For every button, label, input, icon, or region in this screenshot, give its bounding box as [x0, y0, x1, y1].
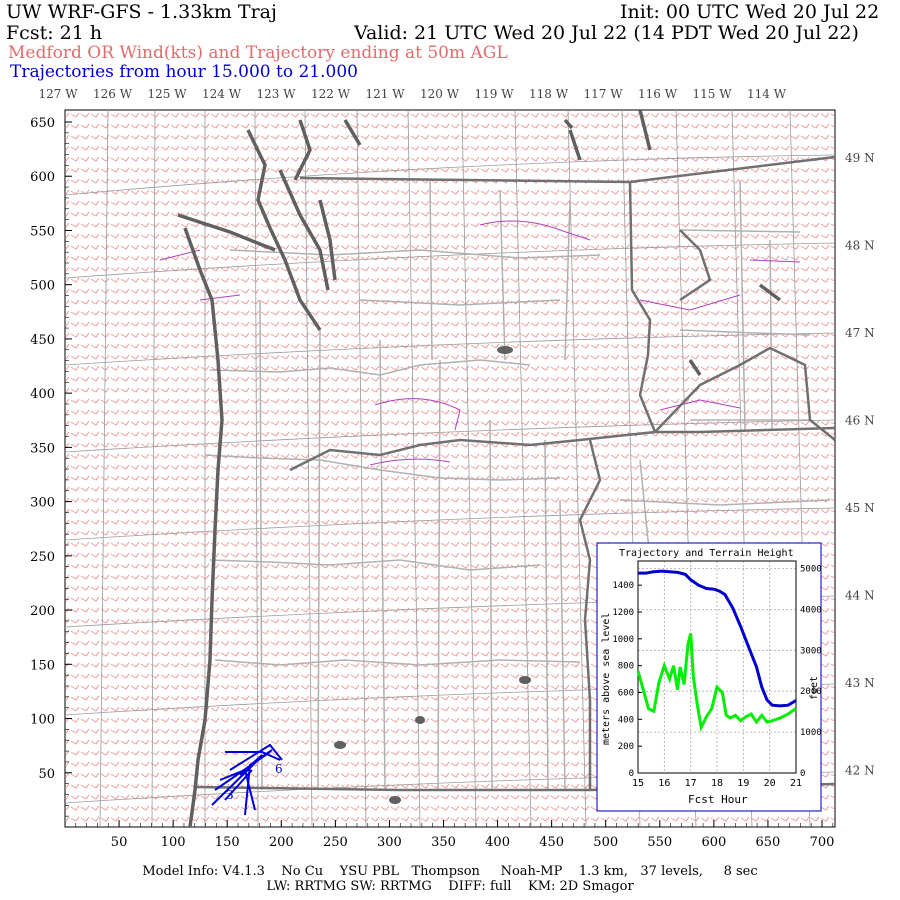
x-tick-label: 100: [161, 835, 186, 850]
lon-label: 125 W: [147, 87, 187, 101]
x-tick-label: 400: [485, 835, 510, 850]
inset-y-tick-label: 0: [629, 769, 634, 779]
inset-y-tick-label: 200: [618, 742, 634, 752]
graticule: [65, 110, 835, 827]
lon-label: 122 W: [311, 87, 351, 101]
y-tick-label: 350: [30, 441, 55, 456]
lon-label: 115 W: [692, 87, 732, 101]
inset-y-right-tick-label: 1000: [800, 728, 822, 738]
inset-chart: Trajectory and Terrain Height 15 16 17 18 19…: [596, 542, 822, 812]
inset-y-tick-label: 400: [618, 715, 634, 725]
y-tick-label: 250: [30, 550, 55, 565]
x-tick-label: 700: [810, 835, 835, 850]
inset-y-tick-label: 1000: [612, 635, 634, 645]
inset-y-right-tick-label: 5000: [800, 565, 822, 575]
x-axis: 50 100 150 200 250 300 350 400 450 500 550 600 650 70…: [75, 820, 835, 850]
inset-y-right-tick-label: 4000: [800, 605, 822, 615]
lon-label: 126 W: [93, 87, 133, 101]
lat-label: 46 N: [845, 414, 875, 428]
x-tick-label: 500: [593, 835, 618, 850]
terrain-height-series: [636, 633, 797, 733]
state-borders: [194, 155, 835, 792]
inset-y-right-tick-label: 0: [800, 769, 805, 779]
lat-label: 47 N: [845, 326, 875, 340]
y-tick-label: 600: [30, 170, 55, 185]
inset-y-tick-label: 1400: [612, 581, 634, 591]
y-tick-label: 150: [30, 658, 55, 673]
y-tick-label: 400: [30, 387, 55, 402]
inset-ylabel-left: meters above sea level: [601, 613, 612, 745]
trajectory-label-6: 6: [275, 762, 283, 776]
y-tick-label: 500: [30, 279, 55, 294]
inset-y-right-tick-label: 3000: [800, 646, 822, 656]
y-tick-label: 100: [30, 713, 55, 728]
latitude-labels: 49 N 48 N 47 N 46 N 45 N 44 N 43 N 42 N: [845, 151, 875, 778]
inset-axes: 15 16 17 18 19 20 2102004006008001000120014000…: [612, 565, 821, 789]
y-tick-label: 200: [30, 604, 55, 619]
inset-x-tick-label: 17: [685, 778, 697, 789]
lon-label: 123 W: [256, 87, 296, 101]
lon-label: 121 W: [365, 87, 405, 101]
x-tick-label: 450: [539, 835, 564, 850]
inset-xlabel: Fcst Hour: [688, 793, 748, 806]
lat-label: 44 N: [845, 589, 875, 603]
coastline: [177, 110, 782, 827]
x-tick-label: 550: [647, 835, 672, 850]
x-tick-label: 650: [756, 835, 781, 850]
inset-x-tick-label: 16: [658, 778, 670, 789]
lon-label: 117 W: [583, 87, 623, 101]
x-tick-label: 350: [431, 835, 456, 850]
lat-label: 42 N: [845, 764, 875, 778]
lon-label: 127 W: [38, 87, 78, 101]
inset-y-tick-label: 600: [618, 688, 634, 698]
init-time: Init: 00 UTC Wed 20 Jul 22: [620, 1, 880, 23]
lon-label: 114 W: [747, 87, 787, 101]
y-tick-label: 50: [38, 767, 55, 782]
y-tick-label: 300: [30, 496, 55, 511]
model-info-line1: Model Info: V4.1.3 No Cu YSU PBL Thompso…: [142, 864, 758, 879]
valid-time: Valid: 21 UTC Wed 20 Jul 22 (14 PDT Wed …: [354, 22, 859, 44]
inset-ylabel-right: feet: [809, 676, 820, 700]
trajectory-label-3: 3: [226, 788, 234, 802]
y-tick-label: 450: [30, 333, 55, 348]
trajectory-height-series: [638, 569, 797, 708]
trajectories: [211, 743, 283, 816]
inset-x-tick-label: 20: [764, 778, 776, 789]
lat-label: 43 N: [845, 676, 875, 690]
inset-x-tick-label: 18: [711, 778, 723, 789]
x-tick-label: 300: [377, 835, 402, 850]
county-borders: [204, 179, 831, 791]
y-tick-label: 550: [30, 224, 55, 239]
lat-label: 49 N: [845, 151, 875, 165]
lon-label: 120 W: [420, 87, 460, 101]
forecast-hour: Fcst: 21 h: [6, 22, 103, 44]
inset-x-tick-label: 21: [790, 778, 802, 789]
lat-label: 48 N: [845, 239, 875, 253]
trajectory-hours: Trajectories from hour 15.000 to 21.000: [10, 62, 358, 82]
map-title: UW WRF-GFS - 1.33km Traj: [6, 1, 277, 23]
lon-label: 116 W: [638, 87, 678, 101]
lon-label: 118 W: [529, 87, 569, 101]
x-tick-label: 250: [323, 835, 348, 850]
inset-y-right-tick-label: 2000: [800, 687, 822, 697]
inset-title: Trajectory and Terrain Height: [619, 548, 794, 559]
y-axis: 650 600 550 500 450 400 350 300 250 200 150 100 50: [30, 116, 72, 817]
model-info-line2: LW: RRTMG SW: RRTMG DIFF: full KM: 2D Sm…: [266, 879, 634, 894]
inset-y-tick-label: 1200: [612, 608, 634, 618]
lon-label: 119 W: [474, 87, 514, 101]
y-tick-label: 650: [30, 116, 55, 131]
inset-x-tick-label: 19: [737, 778, 749, 789]
map-subtitle: Medford OR Wind(kts) and Trajectory endi…: [8, 43, 508, 63]
inset-y-tick-label: 800: [618, 662, 634, 672]
longitude-labels: 127 W 126 W 125 W 124 W 123 W 122 W 121 W 120 W…: [38, 87, 786, 101]
inset-x-tick-label: 15: [632, 778, 644, 789]
x-tick-label: 200: [269, 835, 294, 850]
lon-label: 124 W: [202, 87, 242, 101]
x-tick-label: 50: [111, 835, 128, 850]
x-tick-label: 600: [701, 835, 726, 850]
x-tick-label: 150: [215, 835, 240, 850]
lat-label: 45 N: [845, 501, 875, 515]
